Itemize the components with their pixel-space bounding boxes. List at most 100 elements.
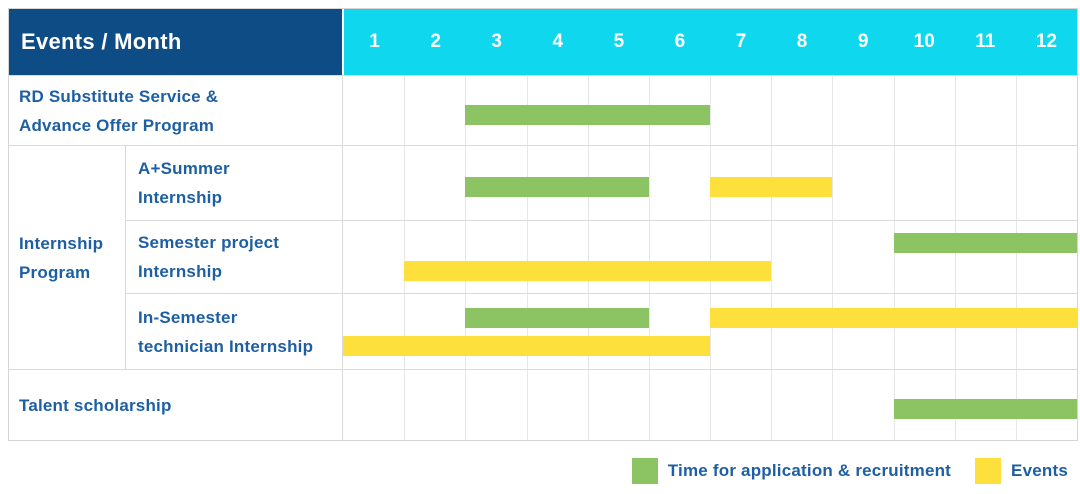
row-label-a-summer: A+Summer Internship <box>126 146 342 220</box>
row-label-line: A+Summer <box>138 159 230 178</box>
month-header-cell: 6 <box>674 31 686 52</box>
month-header-cell: 7 <box>735 31 747 52</box>
gantt-bar-application <box>893 399 1077 419</box>
month-header-cell: 9 <box>857 31 869 52</box>
month-gridline <box>771 370 773 440</box>
row-label-rd-substitute: RD Substitute Service & Advance Offer Pr… <box>9 76 342 145</box>
month-gridline <box>893 146 895 220</box>
month-gridline <box>526 294 528 369</box>
month-gridline <box>710 370 711 440</box>
yellow-swatch-icon <box>975 458 1002 484</box>
month-gridline <box>526 370 528 440</box>
month-gridline <box>771 294 773 369</box>
month-gridline <box>954 146 956 220</box>
gantt-bar-application <box>465 307 649 328</box>
bar-line <box>343 177 1077 197</box>
chart-cell-in-semester-technician <box>342 294 1077 369</box>
month-gridline <box>832 146 834 220</box>
bar-lines <box>343 294 1077 369</box>
row-in-semester-technician: In-Semester technician Internship <box>126 294 1077 369</box>
row-label-line: technician Internship <box>138 336 314 356</box>
month-gridline <box>1015 221 1017 293</box>
month-header-cell: 8 <box>796 31 808 52</box>
month-gridline <box>648 221 650 293</box>
row-label-line: Internship <box>138 188 223 207</box>
header-row: Events / Month 1 2 3 4 5 6 7 8 9 10 11 12 <box>9 9 1077 76</box>
row-label-in-semester-technician: In-Semester technician Internship <box>126 294 342 369</box>
bar-line <box>343 233 1077 253</box>
month-gridline <box>954 76 956 145</box>
legend-item-events: Events <box>975 458 1068 484</box>
bar-line <box>343 104 1077 125</box>
month-gridline <box>1015 146 1017 220</box>
month-gridline <box>465 294 467 369</box>
month-gridline <box>1015 294 1017 369</box>
month-header-cell: 1 <box>369 31 380 52</box>
month-gridline <box>587 294 589 369</box>
row-label-line: Advance Offer Program <box>19 115 215 135</box>
gantt-bar-application <box>465 177 649 197</box>
month-gridline <box>893 294 895 369</box>
row-label-line: RD Substitute Service & <box>19 86 219 106</box>
month-header-cell: 10 <box>913 31 935 52</box>
row-rd-substitute: RD Substitute Service & Advance Offer Pr… <box>9 76 1077 146</box>
month-header-cell: 3 <box>491 31 502 52</box>
internship-program-group: Internship Program A+Summer Internship S… <box>9 146 1077 370</box>
month-gridline <box>648 146 650 220</box>
month-gridline <box>1015 76 1017 145</box>
month-gridline <box>587 221 589 293</box>
chart-cell-rd-substitute <box>342 76 1077 145</box>
chart-cell-semester-project <box>342 221 1077 293</box>
month-gridline <box>465 221 467 293</box>
row-semester-project: Semester project Internship <box>126 221 1077 294</box>
bar-line <box>343 399 1077 419</box>
gantt-table: Events / Month 1 2 3 4 5 6 7 8 9 10 11 12 RD Substi… <box>8 8 1078 441</box>
bar-lines <box>343 80 1077 149</box>
month-gridline <box>526 221 528 293</box>
row-label-line: Internship <box>138 262 223 281</box>
month-header-cell: 12 <box>1035 31 1057 52</box>
month-gridline <box>893 221 895 293</box>
month-gridline <box>710 221 711 293</box>
month-gridline <box>954 221 956 293</box>
month-gridline <box>404 221 406 293</box>
month-gridline <box>404 76 406 145</box>
month-header-cell: 2 <box>430 31 441 52</box>
internship-subrows: A+Summer Internship Semester project Int… <box>126 146 1077 369</box>
month-gridline <box>404 294 406 369</box>
month-gridline <box>404 146 406 220</box>
month-gridline <box>832 76 834 145</box>
gantt-bar-event <box>710 307 1077 328</box>
month-gridline <box>404 370 406 440</box>
month-gridline <box>832 370 834 440</box>
month-header-cell: 11 <box>975 31 996 52</box>
legend-label-application: Time for application & recruitment <box>667 461 952 480</box>
row-label-line: Semester project <box>138 233 280 252</box>
gantt-bar-application <box>465 104 710 125</box>
group-label-internship-program: Internship Program <box>9 146 126 369</box>
legend-item-application: Time for application & recruitment <box>631 458 952 484</box>
month-gridline <box>771 221 773 293</box>
events-month-title: Events / Month <box>21 29 182 54</box>
month-gridline <box>893 76 895 145</box>
chart-cell-a-summer <box>342 146 1077 220</box>
gantt-bar-event <box>343 335 710 356</box>
bar-lines <box>343 150 1077 224</box>
month-gridline <box>832 221 834 293</box>
bar-lines <box>343 221 1077 293</box>
month-gridline <box>587 370 589 440</box>
legend: Time for application & recruitment Event… <box>631 456 1068 486</box>
gantt-bar-event <box>710 177 833 197</box>
month-gridline <box>771 76 773 145</box>
month-gridline <box>710 294 711 369</box>
row-label-line: In-Semester <box>138 307 238 327</box>
month-gridline <box>954 294 956 369</box>
group-label-line: Internship <box>19 233 104 253</box>
month-header-cell: 5 <box>613 31 625 52</box>
row-label-talent-scholarship: Talent scholarship <box>9 370 342 440</box>
bar-line <box>343 307 1077 328</box>
chart-cell-talent-scholarship <box>342 370 1077 440</box>
month-gridline <box>648 294 650 369</box>
bar-line <box>343 261 1077 281</box>
gantt-bar-application <box>893 233 1077 253</box>
